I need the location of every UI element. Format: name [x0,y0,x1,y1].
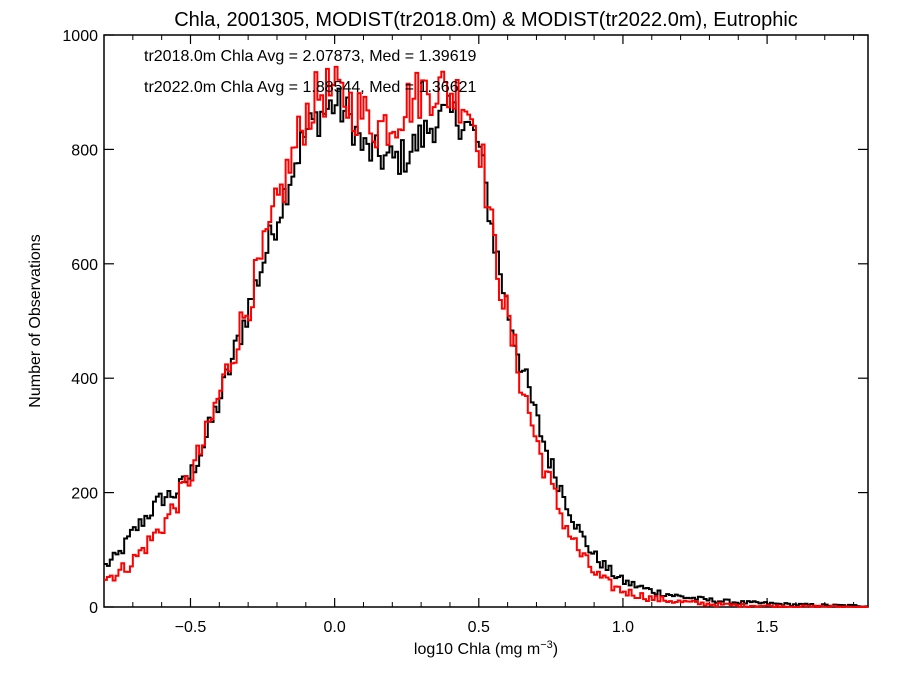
y-tick-label: 0 [89,600,98,617]
chart-title: Chla, 2001305, MODIST(tr2018.0m) & MODIS… [174,9,798,31]
x-tick-label: 1.5 [756,619,778,636]
x-tick-label: 0.5 [468,619,490,636]
axis-ticks: −0.5 0.0 0.5 1.0 1.5 0 200 400 600 800 1000 [62,28,868,636]
x-axis-label-superscript: −3 [540,639,553,651]
y-tick-label: 400 [71,371,98,388]
y-axis-label: Number of Observations [27,234,44,407]
x-tick-label: 1.0 [612,619,634,636]
x-tick-label: −0.5 [175,619,207,636]
stats-text-tr2022: tr2022.0m Chla Avg = 1.88544, Med = 1.36… [144,79,476,96]
x-tick-label: 0.0 [324,619,346,636]
y-tick-label: 800 [71,142,98,159]
stats-text-tr2018: tr2018.0m Chla Avg = 2.07873, Med = 1.39… [144,48,476,65]
x-axis-label-main: log10 Chla (mg m [414,641,540,658]
series-layer [104,65,868,608]
y-tick-label: 200 [71,486,98,503]
series-line-1 [104,65,868,608]
x-axis-label-close: ) [553,641,558,658]
plot-frame [103,34,869,608]
y-tick-label: 600 [71,257,98,274]
x-axis-label: log10 Chla (mg m−3) [414,639,558,658]
y-tick-label: 1000 [62,28,98,45]
